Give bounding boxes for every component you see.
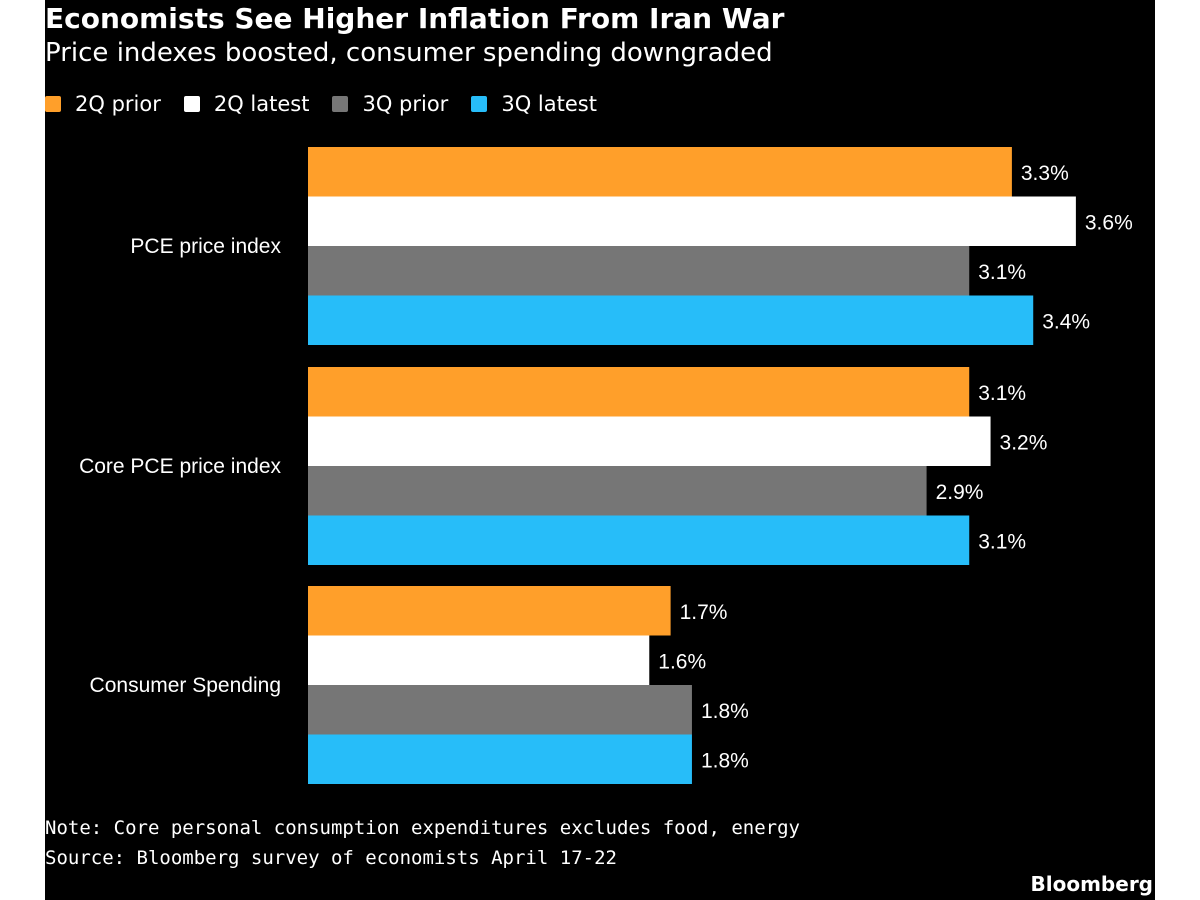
bar-core-pce-price-index-3q-prior bbox=[308, 466, 927, 516]
chart-source: Source: Bloomberg survey of economists A… bbox=[45, 847, 617, 869]
chart-subtitle: Price indexes boosted, consumer spending… bbox=[45, 38, 773, 68]
legend-label-2q-prior: 2Q prior bbox=[75, 92, 161, 116]
value-label-pce-price-index-2q-latest: 3.6% bbox=[1085, 211, 1133, 234]
category-label-pce-price-index: PCE price index bbox=[130, 235, 281, 258]
value-label-pce-price-index-3q-latest: 3.4% bbox=[1042, 310, 1090, 333]
bar-consumer-spending-2q-latest bbox=[308, 635, 650, 685]
category-label-core-pce-price-index: Core PCE price index bbox=[79, 455, 281, 478]
legend: 2Q prior 2Q latest 3Q prior 3Q latest bbox=[45, 90, 620, 118]
value-label-core-pce-price-index-2q-prior: 3.1% bbox=[978, 382, 1026, 405]
value-label-consumer-spending-2q-prior: 1.7% bbox=[680, 601, 728, 624]
bar-consumer-spending-2q-prior bbox=[308, 586, 671, 636]
value-label-pce-price-index-3q-prior: 3.1% bbox=[978, 261, 1026, 284]
bar-pce-price-index-2q-latest bbox=[308, 196, 1076, 246]
bar-pce-price-index-3q-latest bbox=[308, 295, 1034, 345]
legend-swatch-2q-latest bbox=[183, 96, 200, 112]
chart-panel: Economists See Higher Inflation From Ira… bbox=[45, 0, 1155, 900]
bar-consumer-spending-3q-latest bbox=[308, 734, 692, 784]
legend-swatch-3q-prior bbox=[332, 96, 349, 112]
chart-title: Economists See Higher Inflation From Ira… bbox=[45, 2, 785, 35]
legend-item-3q-prior: 3Q prior bbox=[332, 92, 448, 116]
value-label-consumer-spending-3q-latest: 1.8% bbox=[701, 749, 749, 772]
legend-label-3q-latest: 3Q latest bbox=[501, 92, 597, 116]
legend-item-2q-latest: 2Q latest bbox=[183, 92, 310, 116]
value-label-core-pce-price-index-2q-latest: 3.2% bbox=[1000, 431, 1048, 454]
bar-pce-price-index-3q-prior bbox=[308, 246, 970, 296]
legend-label-3q-prior: 3Q prior bbox=[362, 92, 449, 116]
bar-core-pce-price-index-2q-latest bbox=[308, 416, 991, 466]
legend-swatch-3q-latest bbox=[471, 96, 488, 112]
value-label-consumer-spending-3q-prior: 1.8% bbox=[701, 700, 749, 723]
value-label-core-pce-price-index-3q-latest: 3.1% bbox=[978, 530, 1026, 553]
bar-consumer-spending-3q-prior bbox=[308, 685, 692, 735]
chart-note: Note: Core personal consumption expendit… bbox=[45, 817, 800, 839]
legend-item-2q-prior: 2Q prior bbox=[45, 92, 161, 116]
bar-core-pce-price-index-3q-latest bbox=[308, 515, 970, 565]
bar-pce-price-index-2q-prior bbox=[308, 147, 1012, 197]
legend-label-2q-latest: 2Q latest bbox=[213, 92, 310, 116]
value-label-pce-price-index-2q-prior: 3.3% bbox=[1021, 162, 1069, 185]
category-label-consumer-spending: Consumer Spending bbox=[90, 674, 281, 697]
value-label-consumer-spending-2q-latest: 1.6% bbox=[658, 650, 706, 673]
bar-core-pce-price-index-2q-prior bbox=[308, 367, 970, 417]
value-label-core-pce-price-index-3q-prior: 2.9% bbox=[936, 481, 984, 504]
legend-item-3q-latest: 3Q latest bbox=[471, 92, 597, 116]
bar-chart: PCE price index 3.3% 3.6% 3.1% 3.4% Core PCE … bbox=[79, 147, 1133, 784]
bloomberg-logo: Bloomberg bbox=[1030, 872, 1153, 896]
footnotes: Note: Core personal consumption expendit… bbox=[45, 813, 800, 873]
legend-swatch-2q-prior bbox=[45, 96, 61, 112]
